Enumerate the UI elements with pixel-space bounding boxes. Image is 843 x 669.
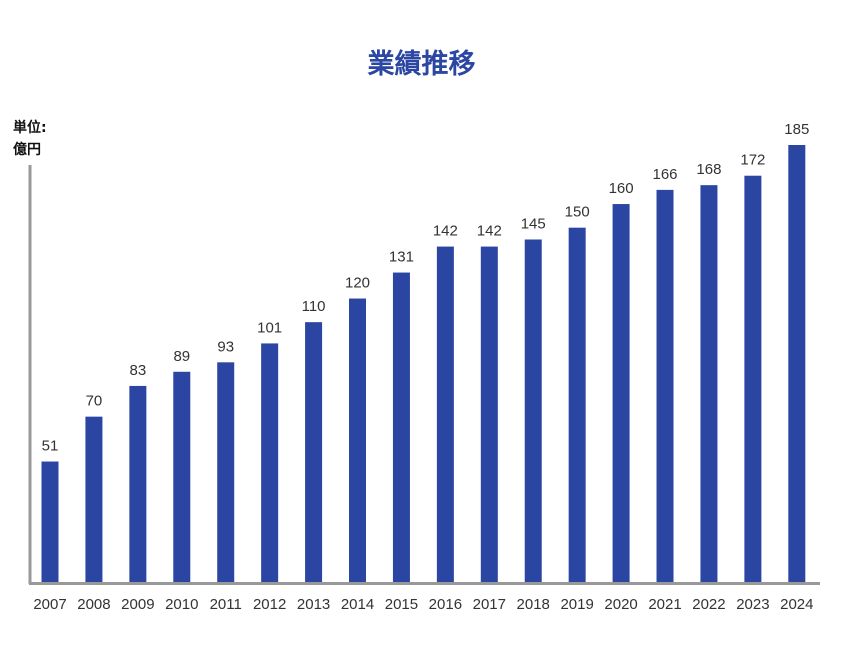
x-tick-label-2008: 2008 [77,596,110,613]
value-label-2017: 142 [477,223,502,240]
bar-2016 [436,246,454,582]
bar-2007 [41,461,59,582]
value-label-2008: 70 [86,393,103,410]
value-label-2009: 83 [130,362,147,379]
x-tick-label-2015: 2015 [385,596,418,613]
x-tick-label-2007: 2007 [33,596,66,613]
x-tick-label-2018: 2018 [517,596,550,613]
value-label-2012: 101 [257,319,282,336]
value-label-2015: 131 [389,249,414,266]
value-label-2018: 145 [521,215,546,232]
bar-2019 [568,227,586,582]
x-tick-label-2011: 2011 [210,596,242,613]
y-unit-line-1: 単位: [13,120,47,136]
value-label-2020: 160 [609,180,634,197]
bar-2013 [305,322,323,582]
bar-2010 [173,371,191,582]
y-unit-line-2: 億円 [13,142,41,158]
value-label-2016: 142 [433,223,458,240]
x-tick-label-2019: 2019 [560,596,593,613]
bar-2014 [349,298,367,582]
x-tick-label-2021: 2021 [648,596,681,613]
bar-2023 [744,175,762,582]
x-tick-label-2020: 2020 [604,596,637,613]
bar-2008 [85,416,103,582]
value-label-2007: 51 [42,438,59,455]
bar-2021 [656,189,674,582]
bar-2012 [261,343,279,582]
value-label-2021: 166 [653,166,678,183]
x-tick-label-2009: 2009 [121,596,154,613]
x-tick-label-2023: 2023 [736,596,769,613]
bar-2015 [392,272,410,582]
value-label-2019: 150 [565,204,590,221]
value-label-2023: 172 [740,152,765,169]
y-unit-label: 単位: 億円 [13,117,47,161]
x-tick-label-2017: 2017 [473,596,506,613]
bar-2018 [524,239,542,583]
bar-2024 [788,145,806,582]
bar-2017 [480,246,498,582]
value-label-2022: 168 [696,161,721,178]
value-label-2013: 110 [302,298,326,315]
x-tick-label-2022: 2022 [692,596,725,613]
value-label-2024: 185 [784,121,809,138]
bar-2020 [612,204,630,583]
value-label-2011: 93 [217,338,234,355]
x-tick-label-2012: 2012 [253,596,286,613]
chart-title: 業績推移 [367,49,476,80]
x-tick-label-2010: 2010 [165,596,198,613]
x-tick-label-2016: 2016 [429,596,462,613]
value-label-2010: 89 [173,348,190,365]
x-tick-label-2014: 2014 [341,596,374,613]
bar-2009 [129,385,147,582]
x-tick-label-2013: 2013 [297,596,330,613]
x-tick-label-2024: 2024 [780,596,813,613]
bar-2022 [700,185,718,582]
bar-2011 [217,362,235,582]
value-label-2014: 120 [345,275,370,292]
